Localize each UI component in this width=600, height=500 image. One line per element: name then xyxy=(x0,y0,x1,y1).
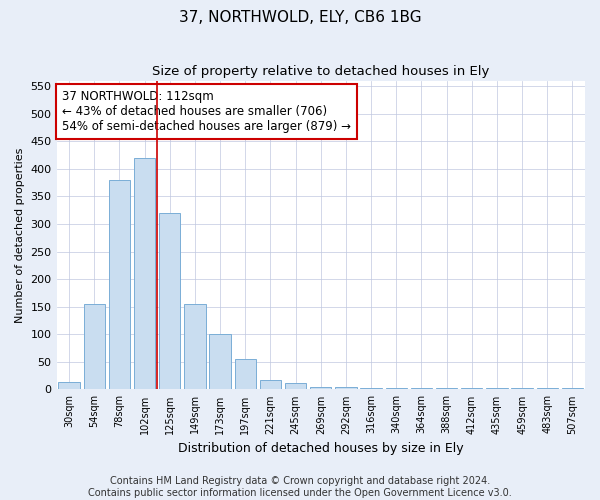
Bar xyxy=(386,388,407,390)
Bar xyxy=(184,304,206,390)
Bar xyxy=(109,180,130,390)
Bar xyxy=(536,388,558,390)
Bar xyxy=(209,334,231,390)
Y-axis label: Number of detached properties: Number of detached properties xyxy=(15,148,25,322)
Bar xyxy=(436,388,457,390)
Bar xyxy=(134,158,155,390)
X-axis label: Distribution of detached houses by size in Ely: Distribution of detached houses by size … xyxy=(178,442,464,455)
Text: 37, NORTHWOLD, ELY, CB6 1BG: 37, NORTHWOLD, ELY, CB6 1BG xyxy=(179,10,421,25)
Text: 37 NORTHWOLD: 112sqm
← 43% of detached houses are smaller (706)
54% of semi-deta: 37 NORTHWOLD: 112sqm ← 43% of detached h… xyxy=(62,90,351,133)
Bar xyxy=(285,383,307,390)
Bar xyxy=(461,388,482,390)
Text: Contains HM Land Registry data © Crown copyright and database right 2024.
Contai: Contains HM Land Registry data © Crown c… xyxy=(88,476,512,498)
Bar xyxy=(335,386,356,390)
Bar xyxy=(159,213,181,390)
Bar xyxy=(58,382,80,390)
Bar xyxy=(235,359,256,390)
Bar xyxy=(511,388,533,390)
Bar xyxy=(310,386,331,390)
Bar xyxy=(411,388,432,390)
Title: Size of property relative to detached houses in Ely: Size of property relative to detached ho… xyxy=(152,65,490,78)
Bar xyxy=(486,388,508,390)
Bar xyxy=(361,388,382,390)
Bar xyxy=(83,304,105,390)
Bar xyxy=(562,388,583,390)
Bar xyxy=(260,380,281,390)
